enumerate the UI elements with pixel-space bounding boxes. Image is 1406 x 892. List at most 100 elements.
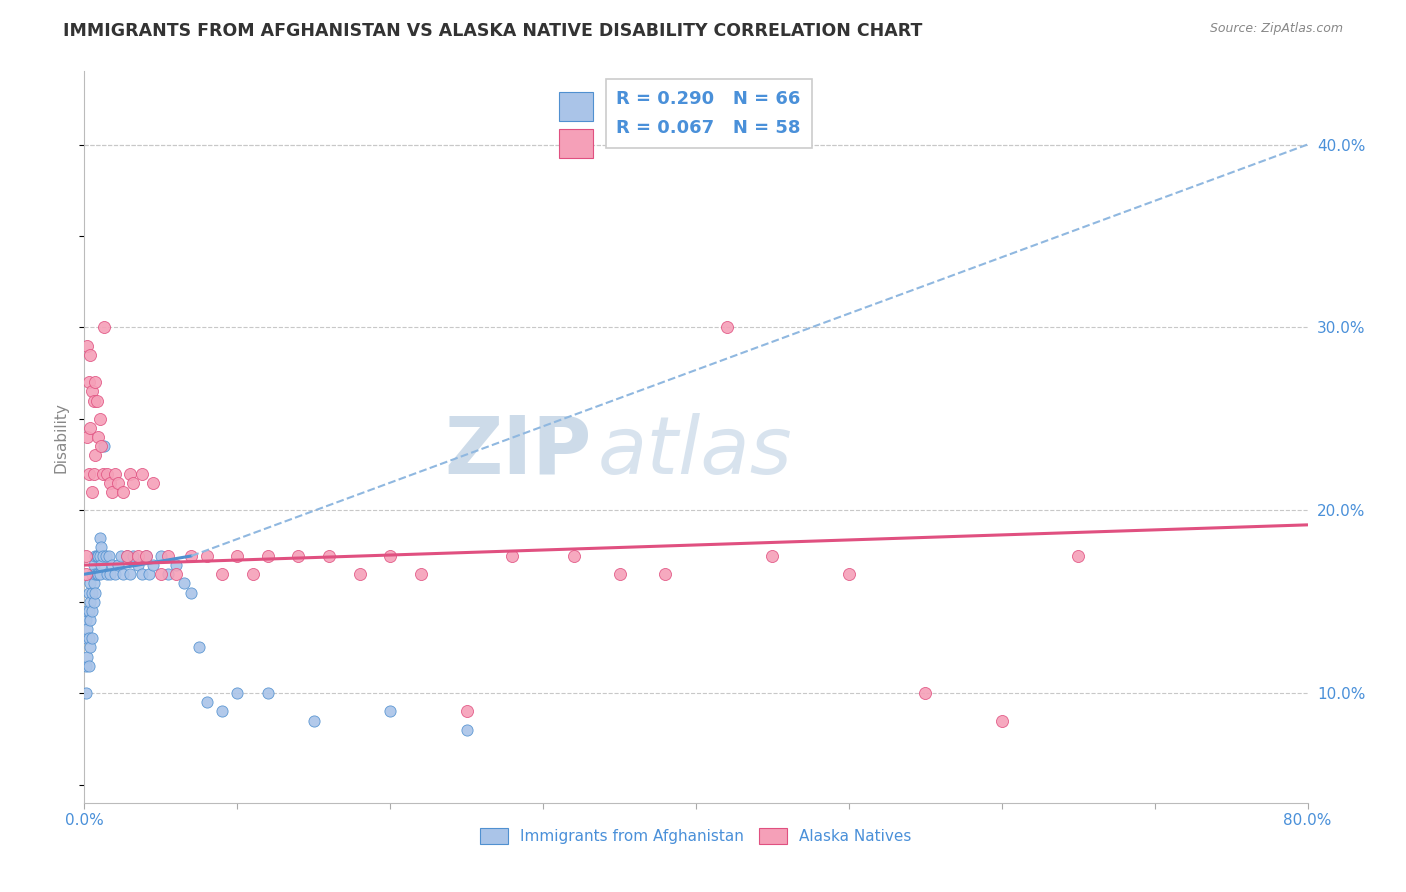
Point: [111, 485, 134, 500]
Point: [75, 686, 97, 700]
Point: [115, 549, 138, 563]
Point: [97, 549, 120, 563]
Point: [87, 549, 110, 563]
Point: [76, 622, 98, 636]
Text: atlas: atlas: [598, 413, 793, 491]
Point: [138, 567, 160, 582]
Point: [76, 604, 98, 618]
Point: [75, 613, 97, 627]
Text: IMMIGRANTS FROM AFGHANISTAN VS ALASKA NATIVE DISABILITY CORRELATION CHART: IMMIGRANTS FROM AFGHANISTAN VS ALASKA NA…: [63, 22, 922, 40]
Point: [111, 567, 134, 582]
Point: [79, 640, 101, 655]
Point: [211, 705, 233, 719]
Point: [242, 567, 264, 582]
Point: [380, 549, 402, 563]
Text: Source: ZipAtlas.com: Source: ZipAtlas.com: [1209, 22, 1343, 36]
Point: [77, 604, 100, 618]
Point: [80, 604, 103, 618]
Point: [83, 467, 105, 481]
Point: [77, 375, 100, 389]
Point: [79, 594, 101, 608]
Point: [79, 613, 101, 627]
Point: [104, 467, 127, 481]
Point: [96, 467, 118, 481]
Point: [257, 549, 280, 563]
Point: [287, 549, 309, 563]
Point: [89, 531, 111, 545]
Point: [195, 695, 218, 709]
Point: [318, 549, 340, 563]
Point: [173, 576, 195, 591]
Point: [131, 567, 153, 582]
Point: [80, 567, 103, 582]
Point: [1067, 549, 1090, 563]
Point: [761, 549, 783, 563]
Point: [89, 412, 111, 426]
Point: [86, 393, 108, 408]
Point: [75, 567, 97, 582]
Point: [98, 475, 121, 490]
Point: [142, 475, 165, 490]
Point: [226, 686, 249, 700]
Point: [149, 549, 172, 563]
Text: ZIP: ZIP: [444, 413, 592, 491]
Legend: Immigrants from Afghanistan, Alaska Natives: Immigrants from Afghanistan, Alaska Nati…: [474, 822, 918, 850]
Point: [93, 439, 115, 453]
Point: [456, 723, 478, 737]
Point: [90, 558, 112, 573]
FancyBboxPatch shape: [560, 93, 593, 121]
Point: [87, 567, 110, 582]
Point: [165, 567, 187, 582]
Point: [122, 549, 145, 563]
Point: [79, 421, 101, 435]
Point: [115, 549, 138, 563]
Text: R = 0.290   N = 66
R = 0.067   N = 58: R = 0.290 N = 66 R = 0.067 N = 58: [616, 90, 801, 136]
Point: [89, 549, 111, 563]
Point: [131, 467, 153, 481]
Point: [654, 567, 676, 582]
Point: [89, 567, 111, 582]
Point: [79, 348, 101, 362]
Point: [120, 467, 142, 481]
Point: [96, 567, 118, 582]
Point: [104, 567, 127, 582]
Point: [107, 475, 129, 490]
Point: [75, 658, 97, 673]
Point: [142, 558, 165, 573]
Point: [122, 475, 145, 490]
Point: [83, 393, 105, 408]
Point: [914, 686, 936, 700]
Point: [562, 549, 585, 563]
Point: [135, 549, 157, 563]
Point: [226, 549, 249, 563]
Point: [84, 549, 107, 563]
Point: [127, 558, 149, 573]
Point: [716, 320, 738, 334]
Point: [84, 448, 107, 462]
Point: [80, 632, 103, 646]
Point: [991, 714, 1014, 728]
FancyBboxPatch shape: [560, 129, 593, 158]
Point: [91, 549, 114, 563]
Point: [83, 594, 105, 608]
Point: [77, 467, 100, 481]
Point: [409, 567, 432, 582]
Point: [349, 567, 371, 582]
Point: [83, 576, 105, 591]
Point: [135, 549, 157, 563]
Point: [838, 567, 860, 582]
Point: [165, 558, 187, 573]
Y-axis label: Disability: Disability: [53, 401, 69, 473]
Point: [84, 567, 107, 582]
Point: [80, 384, 103, 399]
Point: [180, 549, 202, 563]
Point: [80, 485, 103, 500]
Point: [77, 585, 100, 599]
Point: [101, 558, 124, 573]
Point: [101, 485, 124, 500]
Point: [84, 375, 107, 389]
Point: [86, 549, 108, 563]
Point: [79, 576, 101, 591]
Point: [149, 567, 172, 582]
Point: [157, 549, 180, 563]
